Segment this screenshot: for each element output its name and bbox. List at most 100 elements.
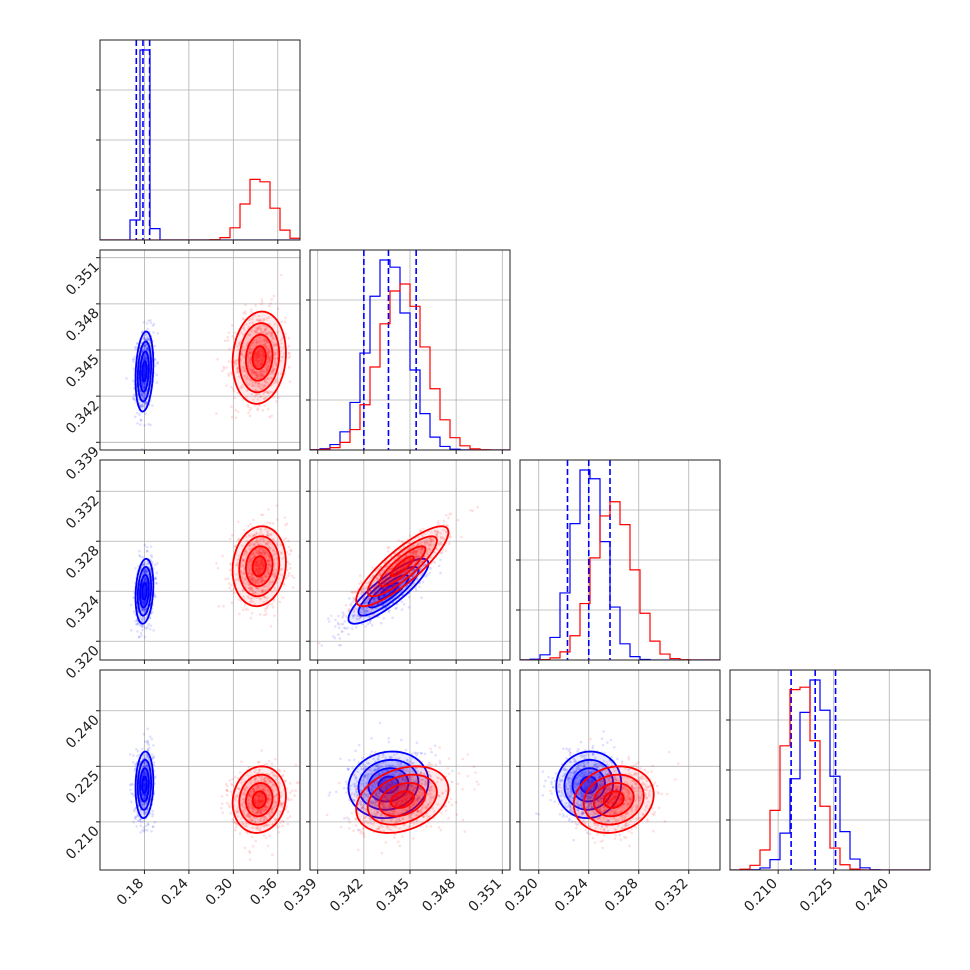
density-fill bbox=[356, 526, 449, 607]
scatter-point bbox=[257, 382, 260, 386]
scatter-point bbox=[143, 577, 147, 581]
scatter-point bbox=[265, 368, 269, 371]
scatter-point bbox=[250, 578, 254, 581]
scatter-point bbox=[142, 358, 146, 361]
scatter-point bbox=[154, 775, 157, 778]
scatter-point bbox=[142, 600, 146, 603]
scatter-point bbox=[255, 578, 259, 582]
scatter-point bbox=[142, 337, 146, 341]
scatter-point bbox=[144, 608, 147, 611]
scatter-point bbox=[268, 555, 271, 558]
scatter-point bbox=[264, 369, 268, 373]
scatter-point bbox=[142, 732, 146, 736]
scatter-point bbox=[153, 820, 157, 824]
scatter-point bbox=[263, 585, 266, 589]
scatter-point bbox=[368, 598, 372, 602]
scatter-point bbox=[435, 533, 439, 536]
scatter-point bbox=[153, 594, 157, 598]
scatter-point bbox=[471, 509, 474, 512]
scatter-point bbox=[280, 573, 283, 577]
scatter-point bbox=[255, 353, 259, 357]
scatter-point bbox=[421, 580, 425, 584]
scatter-point bbox=[370, 607, 374, 611]
scatter-point bbox=[266, 364, 270, 367]
scatter-point bbox=[261, 588, 264, 592]
scatter-point bbox=[248, 563, 252, 567]
scatter-point bbox=[262, 562, 266, 566]
scatter-point bbox=[413, 549, 417, 553]
scatter-point bbox=[250, 368, 253, 372]
scatter-point bbox=[261, 352, 264, 356]
scatter-point bbox=[418, 529, 422, 533]
scatter-point bbox=[402, 571, 406, 574]
scatter-point bbox=[141, 608, 145, 612]
scatter-point bbox=[267, 389, 270, 393]
scatter-point bbox=[254, 381, 258, 384]
scatter-point bbox=[266, 407, 270, 411]
scatter-point bbox=[262, 370, 266, 374]
scatter-point bbox=[144, 391, 148, 394]
scatter-point bbox=[263, 328, 267, 332]
scatter-point bbox=[417, 548, 421, 552]
scatter-point bbox=[392, 572, 396, 575]
scatter-point bbox=[255, 377, 258, 380]
scatter-point bbox=[244, 550, 248, 553]
scatter-point bbox=[371, 566, 374, 569]
scatter-point bbox=[401, 588, 405, 592]
scatter-point bbox=[262, 600, 266, 604]
scatter-point bbox=[243, 310, 247, 313]
scatter-point bbox=[259, 558, 263, 562]
scatter-point bbox=[247, 583, 251, 586]
scatter-point bbox=[143, 344, 147, 347]
scatter-point bbox=[139, 631, 143, 635]
scatter-point bbox=[386, 578, 389, 581]
scatter-point bbox=[420, 540, 424, 544]
scatter-point bbox=[255, 373, 259, 377]
scatter-point bbox=[350, 627, 354, 631]
scatter-point bbox=[142, 356, 146, 360]
scatter-point bbox=[385, 577, 389, 580]
scatter-point bbox=[273, 337, 277, 340]
scatter-point bbox=[426, 552, 429, 556]
scatter-point bbox=[244, 550, 247, 553]
scatter-point bbox=[269, 532, 273, 536]
scatter-point bbox=[243, 374, 247, 378]
scatter-point bbox=[146, 327, 149, 331]
scatter-point bbox=[386, 571, 390, 574]
scatter-point bbox=[142, 321, 146, 324]
scatter-point bbox=[263, 613, 266, 617]
scatter-point bbox=[367, 597, 370, 600]
scatter-point bbox=[260, 362, 263, 366]
scatter-point bbox=[262, 566, 265, 570]
contour-line bbox=[355, 525, 450, 608]
scatter-point bbox=[269, 334, 273, 338]
contour-line bbox=[238, 535, 281, 598]
scatter-point bbox=[367, 596, 371, 600]
scatter-point bbox=[271, 337, 275, 341]
scatter-point bbox=[381, 581, 385, 584]
scatter-point bbox=[415, 558, 418, 562]
scatter-point bbox=[375, 585, 379, 588]
scatter-point bbox=[337, 633, 340, 636]
scatter-point bbox=[389, 577, 392, 580]
scatter-point bbox=[433, 561, 437, 564]
scatter-point bbox=[352, 591, 356, 594]
scatter-point bbox=[383, 581, 386, 585]
scatter-point bbox=[138, 614, 142, 618]
scatter-point bbox=[469, 508, 472, 512]
scatter-point bbox=[271, 605, 275, 609]
scatter-point bbox=[401, 577, 404, 581]
scatter-point bbox=[216, 358, 219, 361]
scatter-point bbox=[412, 551, 415, 555]
scatter-point bbox=[254, 304, 257, 307]
scatter-point bbox=[141, 600, 145, 603]
scatter-point bbox=[407, 605, 411, 609]
scatter-point bbox=[272, 368, 276, 372]
scatter-point bbox=[143, 578, 147, 581]
scatter-point bbox=[261, 578, 264, 582]
scatter-point bbox=[255, 359, 259, 362]
scatter-point bbox=[271, 364, 275, 367]
scatter-point bbox=[257, 549, 261, 553]
scatter-point bbox=[143, 382, 147, 385]
scatter-point bbox=[428, 571, 431, 575]
